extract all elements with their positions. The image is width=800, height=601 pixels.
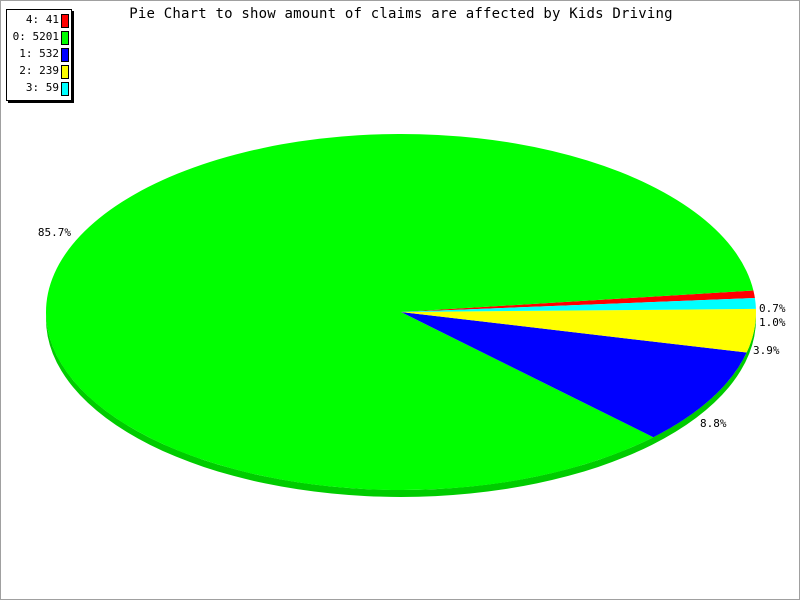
- legend-item-0: 0: 5201: [7, 29, 73, 46]
- chart-title: Pie Chart to show amount of claims are a…: [129, 6, 673, 22]
- pie-label-1: 8.8%: [700, 417, 727, 430]
- legend-swatch: [61, 31, 69, 45]
- pie-labels: 0.7% 85.7% 8.8% 3.9% 1.0%: [38, 226, 786, 430]
- legend-label: 4: 41: [25, 13, 59, 26]
- pie-label-3: 1.0%: [759, 316, 786, 329]
- pie-slice-3: [401, 298, 756, 312]
- legend-label: 3: 59: [25, 81, 59, 94]
- pie-slice-0: [46, 134, 754, 490]
- legend-item-2: 2: 239: [7, 63, 73, 80]
- pie-slice-2: [401, 308, 756, 353]
- legend: 4: 41 0: 5201 1: 532 2: 239 3: 59: [6, 9, 72, 101]
- legend-swatch: [61, 14, 69, 28]
- legend-swatch: [61, 48, 69, 62]
- legend-item-4: 4: 41: [7, 12, 73, 29]
- pie-label-4: 0.7%: [759, 302, 786, 315]
- legend-label: 0: 5201: [12, 30, 59, 43]
- pie-label-0: 85.7%: [38, 226, 71, 239]
- legend-item-1: 1: 532: [7, 46, 73, 63]
- pie-slice-1: [401, 312, 747, 438]
- legend-swatch: [61, 65, 69, 79]
- legend-item-3: 3: 59: [7, 80, 73, 97]
- legend-label: 1: 532: [19, 47, 59, 60]
- pie-slice-4: [401, 290, 755, 312]
- pie-slices: [46, 134, 756, 490]
- legend-label: 2: 239: [19, 64, 59, 77]
- pie-label-2: 3.9%: [753, 344, 780, 357]
- legend-swatch: [61, 82, 69, 96]
